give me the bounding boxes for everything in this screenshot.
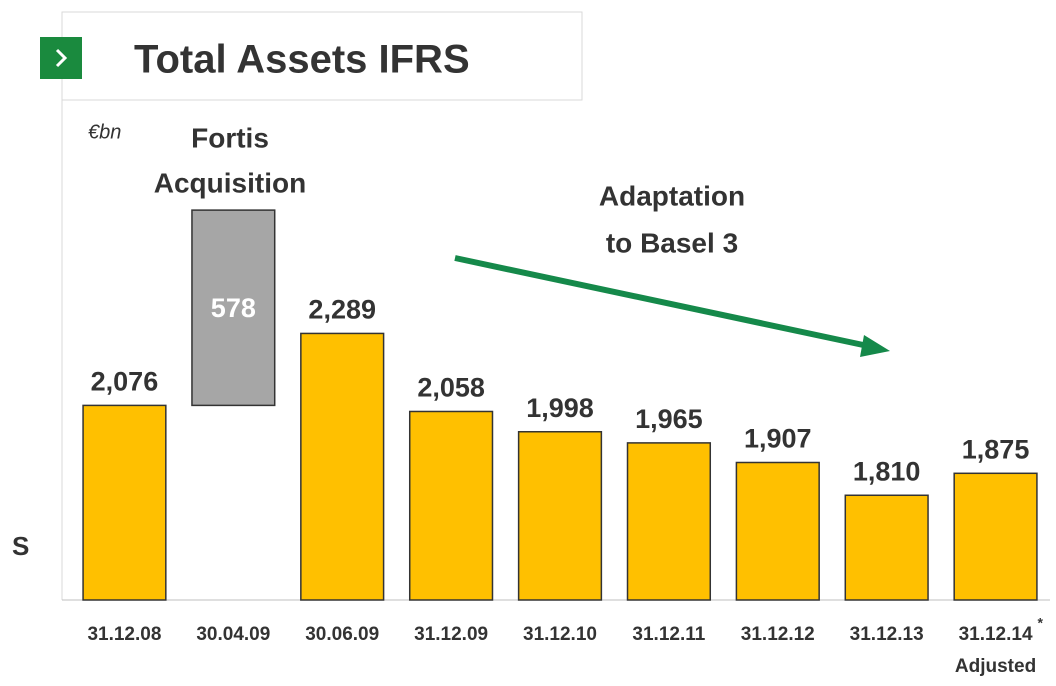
x-tick-label: 31.12.13: [850, 624, 924, 645]
x-tick-label: 31.12.12: [741, 624, 815, 645]
footnote-mark: *: [1038, 615, 1044, 631]
bar: [735, 461, 820, 601]
value-label: 2,076: [91, 367, 159, 397]
annotation: Fortis: [191, 122, 269, 153]
value-label: 1,907: [744, 424, 812, 454]
bar: [408, 410, 494, 601]
value-label: 2,058: [417, 373, 485, 403]
annotation: Adaptation: [599, 180, 745, 211]
x-tick-label: 31.12.11: [632, 624, 705, 645]
x-tick-label: 30.04.09: [196, 624, 270, 645]
annotation: Acquisition: [154, 167, 306, 198]
unit-label: €bn: [88, 121, 121, 143]
x-tick-label: 31.12.09: [414, 624, 488, 645]
value-label: 2,289: [308, 295, 376, 325]
chevron: [55, 48, 68, 68]
chart-title: Total Assets IFRS: [134, 38, 470, 82]
bar: [300, 332, 385, 601]
value-label: 1,965: [635, 404, 703, 434]
x-tick-label: 30.06.09: [305, 624, 379, 645]
bar: [953, 472, 1038, 601]
value-label: 1,875: [962, 434, 1030, 464]
annotation: to Basel 3: [606, 227, 738, 258]
value-label: 578: [211, 293, 256, 323]
x-tick-label: 31.12.10: [523, 624, 597, 645]
x-tick-label: 31.12.08: [87, 624, 161, 645]
bar: [844, 494, 929, 601]
side-label: S: [12, 531, 29, 561]
arrow: [454, 255, 869, 349]
category-note: Adjusted: [955, 656, 1036, 677]
bar: [626, 442, 712, 601]
value-label: 1,810: [853, 456, 921, 486]
arrow-head: [860, 335, 890, 357]
bar: [82, 404, 167, 601]
title-icon: [40, 37, 82, 79]
title-box: [61, 11, 583, 101]
value-label: 1,998: [526, 393, 594, 423]
bar: [517, 430, 603, 601]
bar: [191, 209, 276, 407]
x-tick-label: 31.12.14: [959, 624, 1033, 645]
